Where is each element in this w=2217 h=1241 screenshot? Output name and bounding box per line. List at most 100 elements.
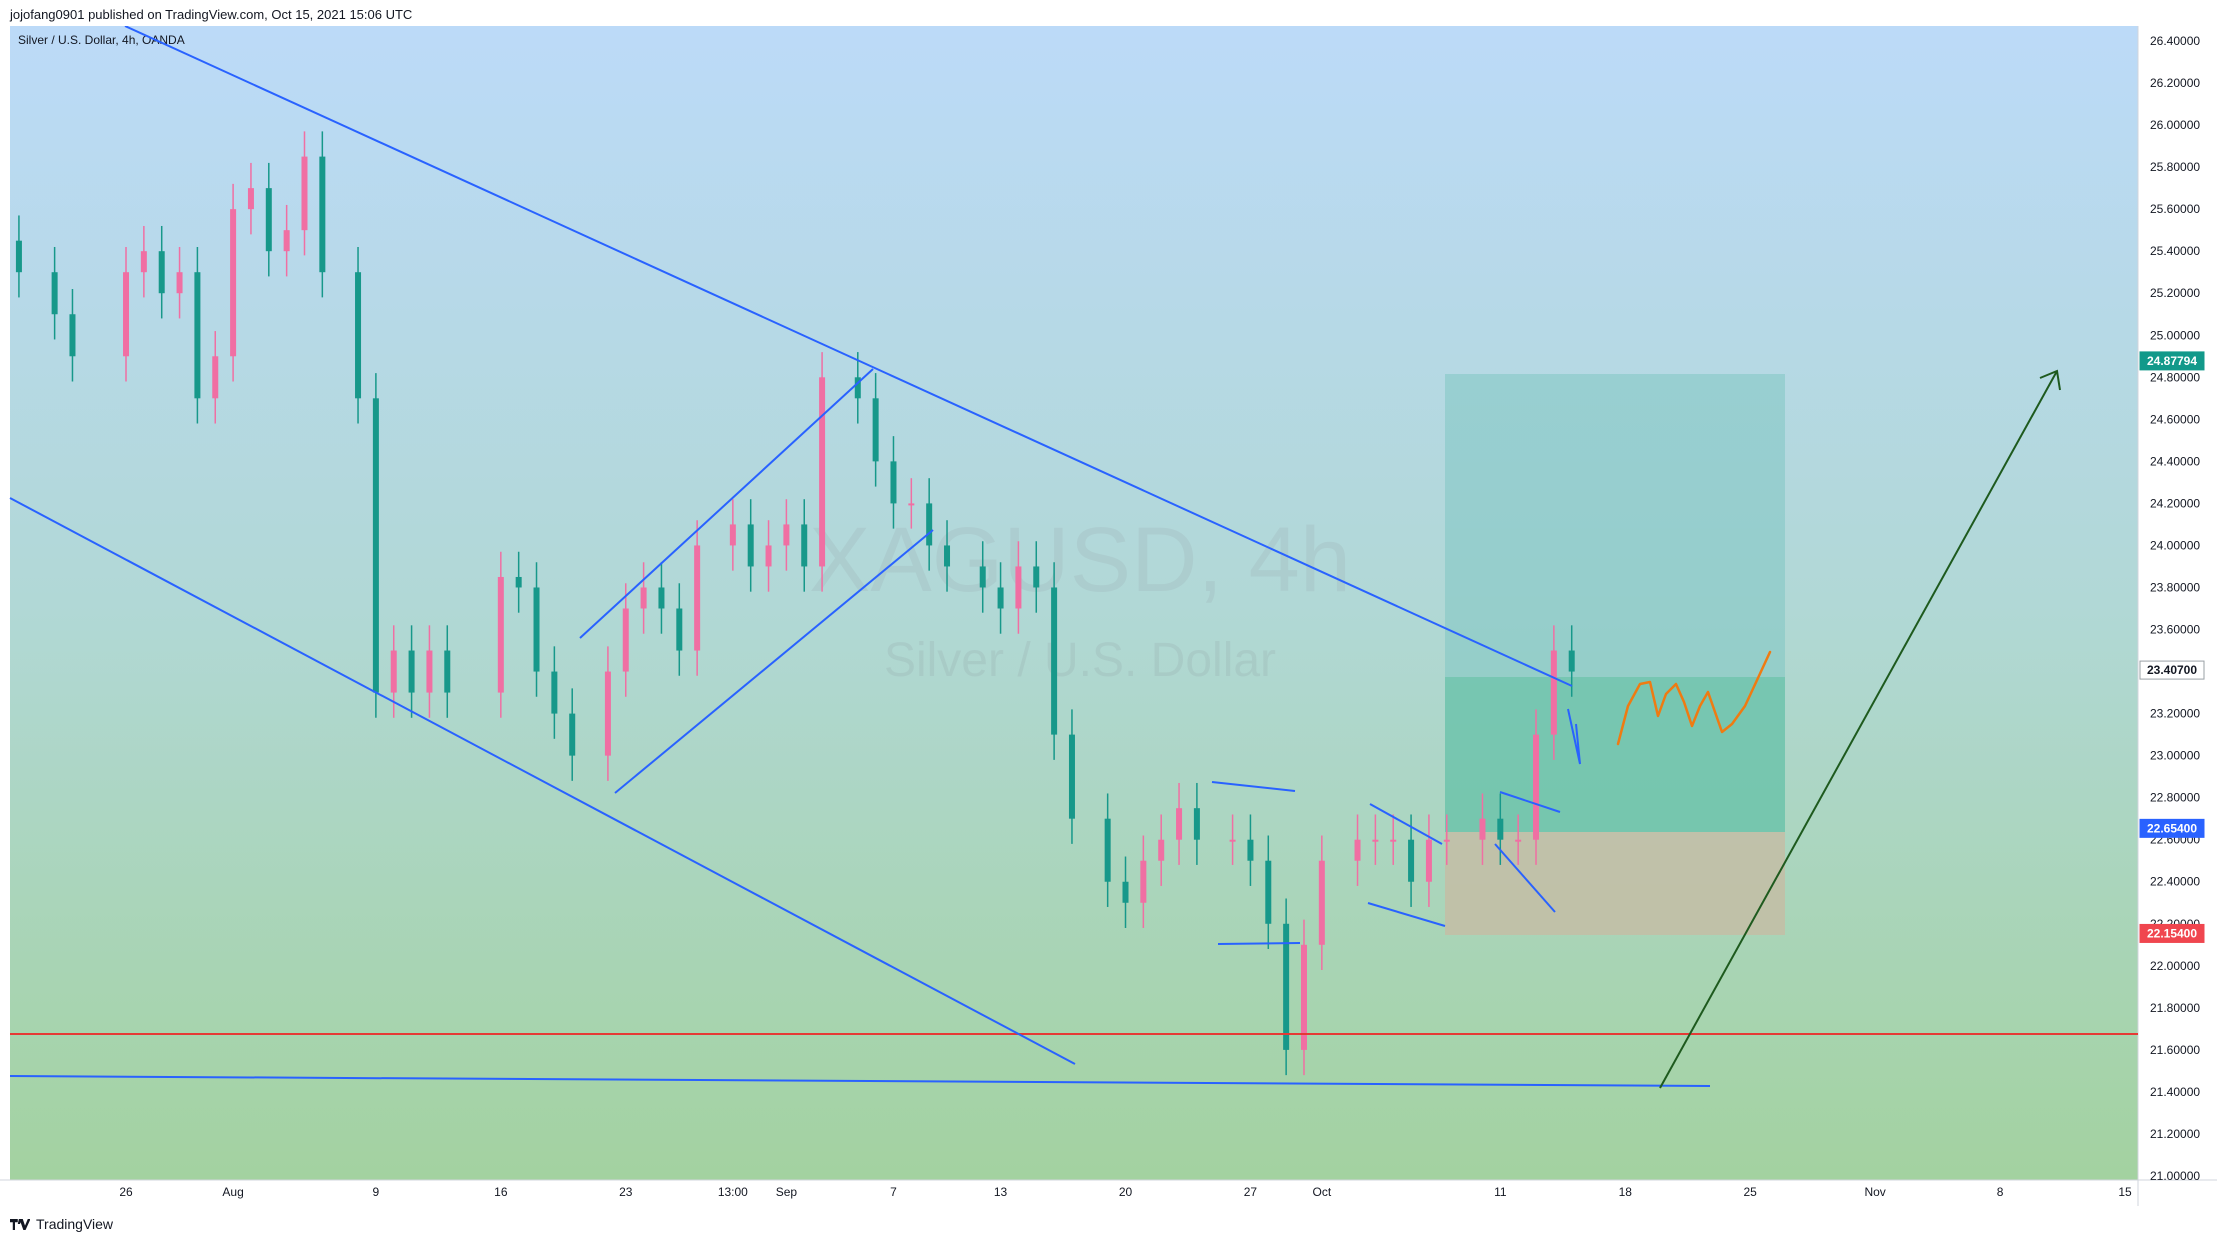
candle-body (247, 188, 254, 210)
pennant-triangle (1567, 708, 1581, 765)
trade-position-box (1445, 374, 1785, 935)
publish-header: jojofang0901 published on TradingView.co… (0, 0, 2217, 26)
time-tick-label: 7 (890, 1185, 897, 1199)
price-tick-label: 25.20000 (2150, 286, 2200, 300)
candle-body (319, 156, 326, 273)
wedge-upper (1369, 803, 1443, 845)
time-tick-label: 16 (494, 1185, 508, 1199)
tradingview-logo-icon (10, 1218, 30, 1230)
price-axis-labels: 26.40000 26.20000 26.00000 25.80000 25.60000… (2150, 34, 2200, 1183)
candle-body (801, 524, 808, 567)
time-axis-background (0, 1180, 2138, 1206)
horizontal-bottom-line (9, 1075, 1711, 1087)
time-tick-label: 13 (994, 1185, 1008, 1199)
time-tick-label: 20 (1119, 1185, 1133, 1199)
candle-body (1283, 923, 1290, 1050)
candle-body (1425, 839, 1432, 882)
price-tick-label: 24.20000 (2150, 496, 2200, 510)
candle-body (533, 587, 540, 672)
time-axis-labels: 26 Aug 9 16 23 13:00 Sep 7 13 20 27 Oct 11 18 25 Nov 8 15 (119, 1185, 2132, 1199)
time-tick-label: Aug (222, 1185, 243, 1199)
candle-body (194, 272, 201, 399)
candle-body (15, 240, 22, 273)
profit-zone (1445, 677, 1785, 832)
candle-body (1372, 839, 1379, 842)
footer: TradingView (0, 1206, 2217, 1241)
candle-body (390, 650, 397, 693)
time-tick-label: 11 (1494, 1185, 1507, 1199)
price-tag-label-last: 23.40700 (2147, 663, 2197, 677)
candle-body (640, 587, 647, 609)
price-tick-label: 25.00000 (2150, 328, 2200, 342)
wedge-lower (1367, 902, 1446, 927)
candle-body (944, 545, 951, 567)
candle-body (426, 650, 433, 693)
candle-body (872, 398, 879, 462)
candle-body (1033, 566, 1040, 588)
candle-body (1140, 860, 1147, 903)
target-zone (1445, 374, 1785, 677)
candle-body (604, 671, 611, 756)
price-tag-label-stop: 22.15400 (2147, 926, 2197, 940)
forecast-arrow-line (1659, 370, 2058, 1089)
candle-body (694, 545, 701, 651)
candle-body (569, 713, 576, 756)
candle-body (69, 314, 76, 357)
candle-body (372, 398, 379, 693)
candle-body (408, 650, 415, 693)
price-tick-label: 24.60000 (2150, 412, 2200, 426)
candle-body (819, 377, 826, 567)
candle-body (854, 377, 861, 399)
time-tick-label: 8 (1997, 1185, 2004, 1199)
descending-channel-upper (124, 26, 1573, 687)
candle-body (890, 461, 897, 504)
candle-body (444, 650, 451, 693)
price-tag-entry (2139, 818, 2205, 838)
candle-body (676, 608, 683, 651)
projected-path (1616, 650, 1772, 746)
candle-body (1015, 566, 1022, 609)
forecast-arrow (1659, 369, 2061, 1089)
watermark-ticker: XAGUSD, 4h (809, 509, 1351, 611)
tradingview-logo[interactable]: TradingView (10, 1216, 113, 1232)
consolidation-top (1211, 781, 1296, 792)
candle-body (926, 503, 933, 546)
candle-body (51, 272, 58, 315)
time-tick-label: 27 (1244, 1185, 1258, 1199)
price-tick-label: 25.80000 (2150, 160, 2200, 174)
price-tag-label-entry: 22.65400 (2147, 821, 2197, 835)
publish-line: jojofang0901 published on TradingView.co… (10, 7, 413, 22)
candle-body (1550, 650, 1557, 735)
candle-body (1051, 587, 1058, 735)
candle-body (497, 576, 504, 693)
rising-channel-lower (614, 529, 934, 794)
time-tick-label: 25 (1744, 1185, 1758, 1199)
candle-body (1568, 650, 1575, 672)
candle-body (1247, 839, 1254, 861)
price-tick-label: 24.80000 (2150, 370, 2200, 384)
price-tick-label: 26.40000 (2150, 34, 2200, 48)
price-tick-label: 21.00000 (2150, 1169, 2200, 1183)
candle-body (622, 608, 629, 672)
tradingview-brand: TradingView (36, 1216, 114, 1232)
candle-body (1533, 734, 1540, 840)
candle-body (997, 587, 1004, 609)
price-tick-label: 22.40000 (2150, 875, 2200, 889)
candle-body (140, 251, 147, 273)
candle-body (212, 356, 219, 399)
candle-body (265, 188, 272, 252)
price-chart[interactable]: Silver / U.S. Dollar, 4h, OANDA XAGUSD, … (0, 26, 2217, 1206)
price-tick-label: 23.60000 (2150, 623, 2200, 637)
price-tick-label: 22.80000 (2150, 791, 2200, 805)
candle-body (765, 545, 772, 567)
candle-body (783, 524, 790, 546)
price-tick-label: 22.00000 (2150, 959, 2200, 973)
candle-body (1122, 881, 1129, 903)
watermark-name: Silver / U.S. Dollar (884, 634, 1276, 687)
price-tick-label: 24.00000 (2150, 538, 2200, 552)
candle-body (1068, 734, 1075, 819)
candle-body (123, 272, 130, 357)
price-tick-label: 21.20000 (2150, 1127, 2200, 1141)
price-tick-label: 26.00000 (2150, 118, 2200, 132)
candle-body (230, 209, 237, 357)
